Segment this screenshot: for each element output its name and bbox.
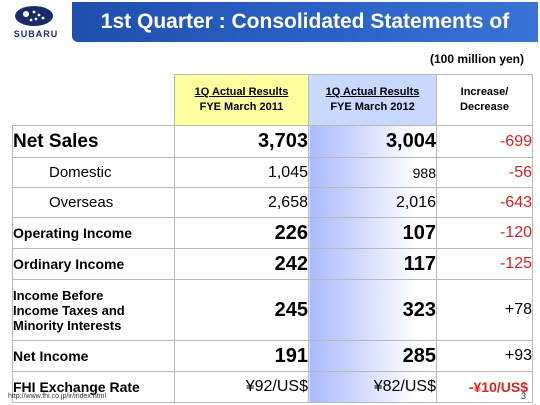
value-2011: 2,658: [174, 187, 309, 218]
row-label-line3: Minority Interests: [13, 317, 122, 333]
value-2012: 988: [308, 157, 437, 188]
row-label: Net Sales: [12, 125, 175, 158]
col-header-2011-line2: FYE March 2011: [199, 101, 284, 113]
value-2012: 117: [308, 248, 437, 280]
value-diff: -56: [436, 157, 533, 188]
row-net-income: Net Income 191 285 +93: [12, 340, 533, 372]
row-label: Domestic: [12, 157, 175, 188]
subaru-logo: SUBARU: [0, 0, 70, 44]
row-ordinary-income: Ordinary Income 242 117 -125: [12, 248, 533, 280]
slide-header: SUBARU 1st Quarter : Consolidated Statem…: [0, 0, 540, 73]
value-diff: +78: [436, 279, 533, 341]
value-2011: 1,045: [174, 157, 309, 188]
corner-cell: [12, 74, 175, 126]
row-label: Overseas: [12, 187, 175, 218]
header-row: 1Q Actual Results FYE March 2011 1Q Actu…: [12, 74, 533, 126]
row-overseas: Overseas 2,658 2,016 -643: [12, 187, 533, 218]
logo-text: SUBARU: [13, 29, 59, 39]
row-net-sales: Net Sales 3,703 3,004 -699: [12, 125, 533, 158]
col-header-2012: 1Q Actual Results FYE March 2012: [308, 74, 437, 126]
row-label-line2: Income Taxes and: [13, 302, 125, 318]
col-header-diff-line1: Increase/: [460, 86, 509, 98]
value-diff: +93: [436, 340, 533, 372]
value-diff: -¥10/US$: [436, 371, 533, 403]
value-2011: 242: [174, 248, 309, 280]
page-number: 3: [520, 391, 526, 401]
value-2011: ¥92/US$: [174, 371, 309, 403]
row-label: Income Before Income Taxes and Minority …: [12, 279, 175, 341]
col-header-2011-line1: 1Q Actual Results: [194, 86, 289, 98]
value-diff: -120: [436, 217, 533, 249]
value-2011: 245: [174, 279, 309, 341]
value-2011: 191: [174, 340, 309, 372]
value-2011: 3,703: [174, 125, 309, 158]
col-header-diff-line2: Decrease: [460, 101, 509, 113]
row-label: FHI Exchange Rate: [12, 371, 175, 403]
col-header-2012-line2: FYE March 2012: [330, 101, 415, 113]
row-label: Operating Income: [12, 217, 175, 249]
row-income-before-taxes: Income Before Income Taxes and Minority …: [12, 279, 533, 341]
value-diff: -643: [436, 187, 533, 218]
row-operating-income: Operating Income 226 107 -120: [12, 217, 533, 249]
value-2012: 3,004: [308, 125, 437, 158]
value-2012: 323: [308, 279, 437, 341]
pleiades-logo-icon: [15, 6, 53, 26]
value-2012: ¥82/US$: [308, 371, 437, 403]
col-header-2011: 1Q Actual Results FYE March 2011: [174, 74, 309, 126]
value-2012: 285: [308, 340, 437, 372]
col-header-2012-line1: 1Q Actual Results: [325, 86, 420, 98]
unit-note: (100 million yen): [429, 52, 524, 66]
row-label: Net Income: [12, 340, 175, 372]
col-header-diff: Increase/ Decrease: [436, 74, 533, 126]
page-title: 1st Quarter : Consolidated Statements of…: [100, 10, 510, 73]
row-label: Ordinary Income: [12, 248, 175, 280]
row-label-line1: Income Before: [13, 287, 104, 303]
row-exchange-rate: FHI Exchange Rate ¥92/US$ ¥82/US$ -¥10/U…: [12, 371, 533, 403]
value-2012: 107: [308, 217, 437, 249]
row-domestic: Domestic 1,045 988 -56: [12, 157, 533, 188]
footer-url-link[interactable]: http://www.fhi.co.jp/ir/index.html: [8, 393, 107, 400]
value-2011: 226: [174, 217, 309, 249]
value-2012: 2,016: [308, 187, 437, 218]
value-diff: -125: [436, 248, 533, 280]
income-statement-table: 1Q Actual Results FYE March 2011 1Q Actu…: [12, 74, 533, 403]
title-bar: 1st Quarter : Consolidated Statements of…: [72, 2, 538, 73]
value-diff: -699: [436, 125, 533, 158]
